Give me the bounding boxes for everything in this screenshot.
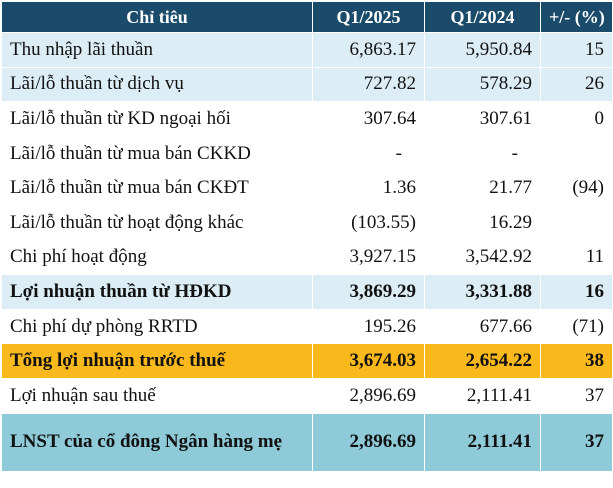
table-row: LNST của cổ đông Ngân hàng mẹ 2,896.69 2… [1, 412, 613, 472]
value-change: (94) [540, 170, 613, 206]
value-q1-2024: 2,654.22 [424, 343, 541, 379]
value-change: 11 [540, 239, 613, 276]
financial-summary-table: Chỉ tiêu Q1/2025 Q1/2024 +/- (%) Thu nhậ… [1, 1, 613, 472]
row-label: LNST của cổ đông Ngân hàng mẹ [1, 412, 313, 472]
value-change: 37 [540, 377, 613, 414]
value-change [540, 135, 613, 172]
header-q1-2025: Q1/2025 [312, 1, 425, 33]
table-row: Lãi/lỗ thuần từ mua bán CKĐT 1.36 21.77 … [1, 170, 613, 206]
value-change: 15 [540, 32, 613, 68]
table-row: Thu nhập lãi thuần 6,863.17 5,950.84 15 [1, 32, 613, 68]
value-q1-2025: 195.26 [312, 308, 425, 345]
row-label: Lãi/lỗ thuần từ hoạt động khác [1, 204, 313, 241]
value-q1-2024: 21.77 [424, 170, 541, 206]
value-q1-2025: 3,869.29 [312, 274, 425, 310]
row-label: Lợi nhuận sau thuế [1, 377, 313, 414]
row-label: Lãi/lỗ thuần từ mua bán CKĐT [1, 170, 313, 206]
table-row: Lợi nhuận thuần từ HĐKD 3,869.29 3,331.8… [1, 274, 613, 310]
table-row: Lợi nhuận sau thuế 2,896.69 2,111.41 37 [1, 377, 613, 414]
table-header-row: Chỉ tiêu Q1/2025 Q1/2024 +/- (%) [1, 1, 613, 33]
value-change [540, 204, 613, 241]
table-row: Tổng lợi nhuận trước thuế 3,674.03 2,654… [1, 343, 613, 379]
value-change: 37 [540, 412, 613, 472]
table-row: Chi phí dự phòng RRTD 195.26 677.66 (71) [1, 308, 613, 345]
value-change: (71) [540, 308, 613, 345]
value-q1-2024: - [424, 135, 541, 172]
row-label: Lợi nhuận thuần từ HĐKD [1, 274, 313, 310]
value-q1-2024: 5,950.84 [424, 32, 541, 68]
value-change: 26 [540, 66, 613, 103]
row-label: Lãi/lỗ thuần từ mua bán CKKD [1, 135, 313, 172]
value-q1-2025: 2,896.69 [312, 412, 425, 472]
row-label: Chi phí dự phòng RRTD [1, 308, 313, 345]
table-row: Chi phí hoạt động 3,927.15 3,542.92 11 [1, 239, 613, 276]
table-row: Lãi/lỗ thuần từ dịch vụ 727.82 578.29 26 [1, 66, 613, 103]
row-label: Lãi/lỗ thuần từ KD ngoại hối [1, 101, 313, 137]
header-q1-2024: Q1/2024 [424, 1, 541, 33]
header-metric: Chỉ tiêu [1, 1, 313, 33]
value-q1-2025: 727.82 [312, 66, 425, 103]
table-row: Lãi/lỗ thuần từ mua bán CKKD - - [1, 135, 613, 172]
value-q1-2025: 3,927.15 [312, 239, 425, 276]
value-q1-2025: 2,896.69 [312, 377, 425, 414]
value-q1-2024: 2,111.41 [424, 377, 541, 414]
value-change: 0 [540, 101, 613, 137]
value-change: 16 [540, 274, 613, 310]
value-q1-2025: 307.64 [312, 101, 425, 137]
table-row: Lãi/lỗ thuần từ hoạt động khác (103.55) … [1, 204, 613, 241]
row-label: Tổng lợi nhuận trước thuế [1, 343, 313, 379]
value-q1-2025: 1.36 [312, 170, 425, 206]
row-label: Thu nhập lãi thuần [1, 32, 313, 68]
value-q1-2024: 3,542.92 [424, 239, 541, 276]
value-q1-2024: 16.29 [424, 204, 541, 241]
value-change: 38 [540, 343, 613, 379]
value-q1-2025: (103.55) [312, 204, 425, 241]
value-q1-2025: - [312, 135, 425, 172]
table-row: Lãi/lỗ thuần từ KD ngoại hối 307.64 307.… [1, 101, 613, 137]
value-q1-2024: 307.61 [424, 101, 541, 137]
value-q1-2024: 677.66 [424, 308, 541, 345]
value-q1-2025: 6,863.17 [312, 32, 425, 68]
value-q1-2024: 2,111.41 [424, 412, 541, 472]
row-label: Lãi/lỗ thuần từ dịch vụ [1, 66, 313, 103]
value-q1-2024: 578.29 [424, 66, 541, 103]
row-label: Chi phí hoạt động [1, 239, 313, 276]
header-change-percent: +/- (%) [540, 1, 613, 33]
value-q1-2024: 3,331.88 [424, 274, 541, 310]
value-q1-2025: 3,674.03 [312, 343, 425, 379]
